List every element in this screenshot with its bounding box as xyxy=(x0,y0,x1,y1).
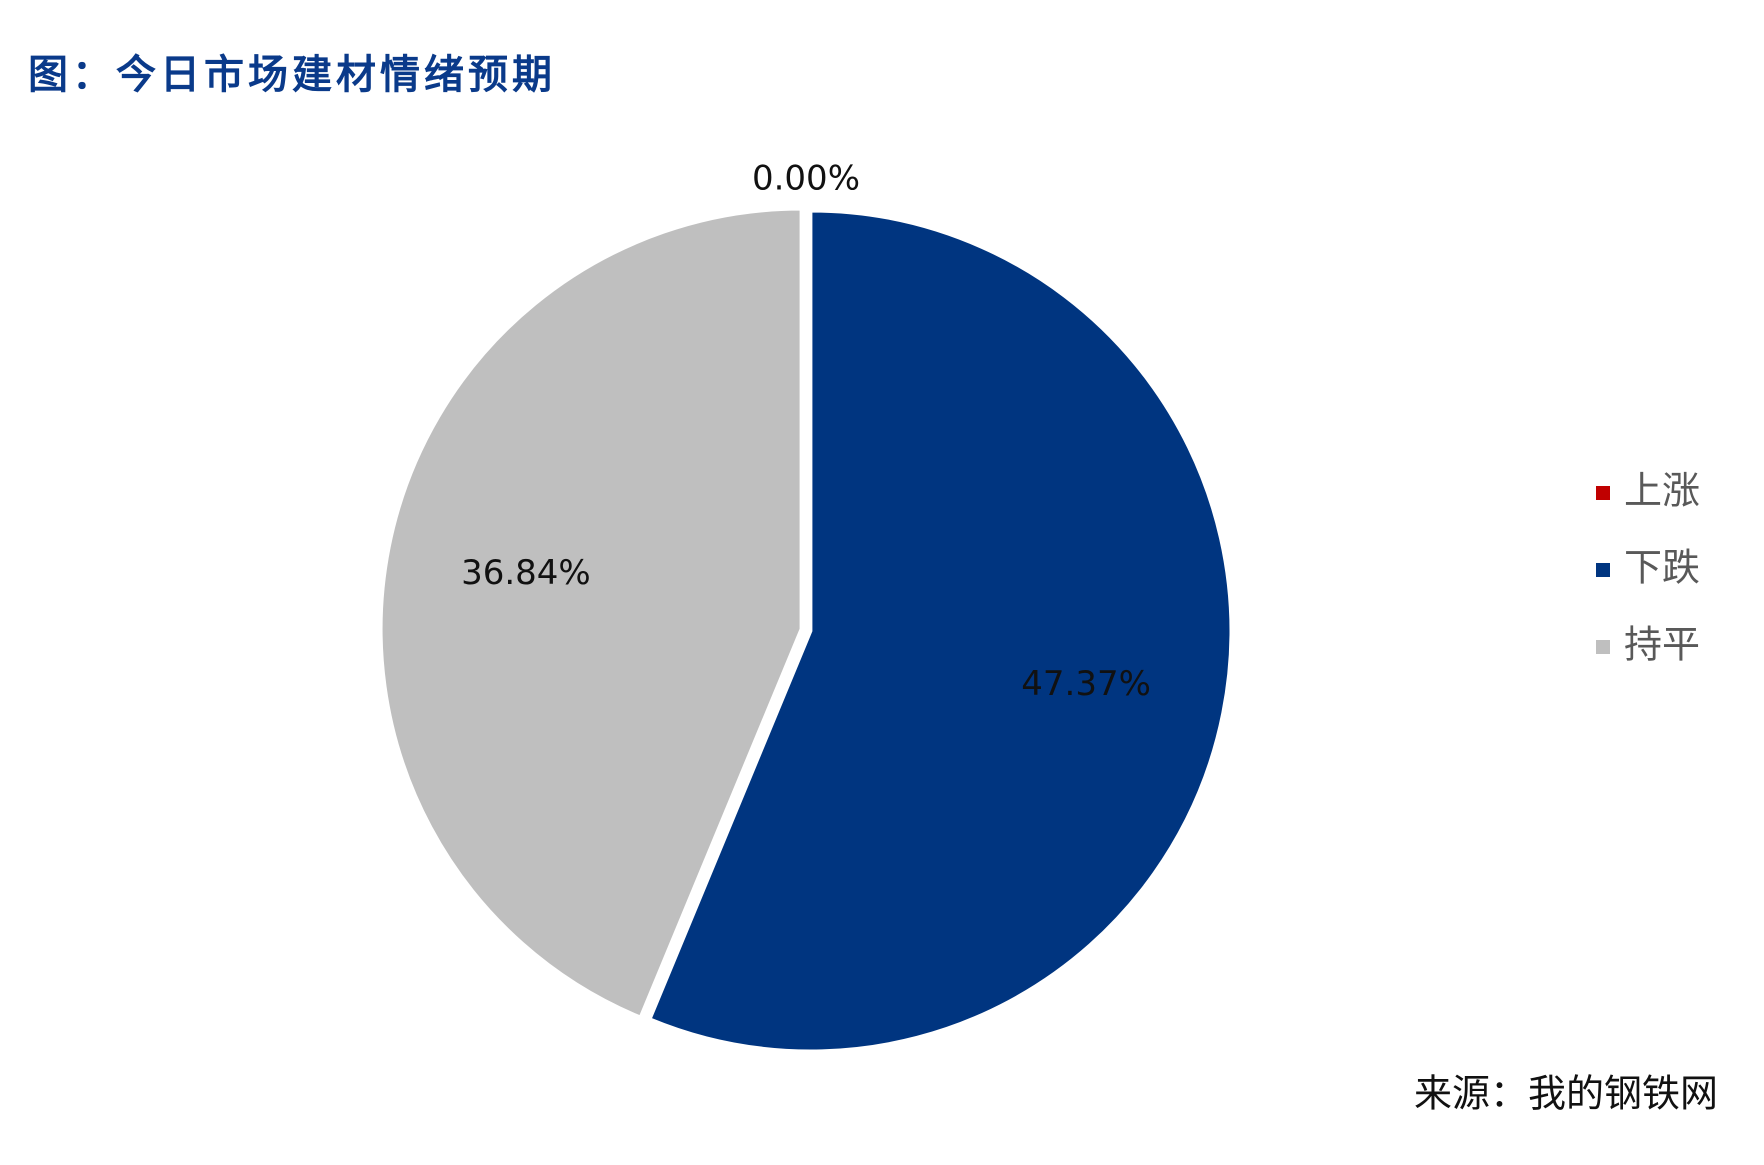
data-label: 36.84% xyxy=(461,553,591,593)
legend-swatch xyxy=(1596,563,1610,577)
legend-swatch xyxy=(1596,640,1610,654)
legend-label: 下跌 xyxy=(1624,546,1700,590)
source: 来源：我的钢铁网 xyxy=(1414,1072,1718,1116)
pie-slice xyxy=(379,207,803,1019)
legend-label: 上涨 xyxy=(1624,469,1700,513)
data-label: 47.37% xyxy=(1021,664,1151,704)
data-label: 0.00% xyxy=(752,159,860,199)
pie-slice xyxy=(648,209,1233,1053)
legend-swatch xyxy=(1596,486,1610,500)
legend-label: 持平 xyxy=(1624,623,1700,667)
chart-title: 图：今日市场建材情绪预期 xyxy=(28,51,556,98)
